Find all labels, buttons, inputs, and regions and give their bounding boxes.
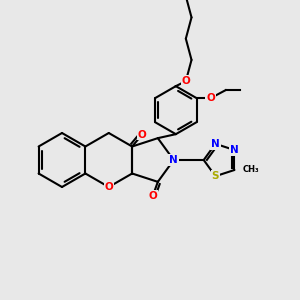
Text: O: O bbox=[104, 182, 113, 192]
Text: N: N bbox=[230, 145, 239, 155]
Text: O: O bbox=[148, 191, 157, 201]
Text: N: N bbox=[211, 139, 220, 149]
Text: O: O bbox=[182, 76, 190, 86]
Text: S: S bbox=[212, 171, 219, 181]
Text: N: N bbox=[169, 155, 178, 165]
Text: O: O bbox=[206, 93, 215, 103]
Text: CH₃: CH₃ bbox=[242, 166, 259, 175]
Text: O: O bbox=[138, 130, 146, 140]
